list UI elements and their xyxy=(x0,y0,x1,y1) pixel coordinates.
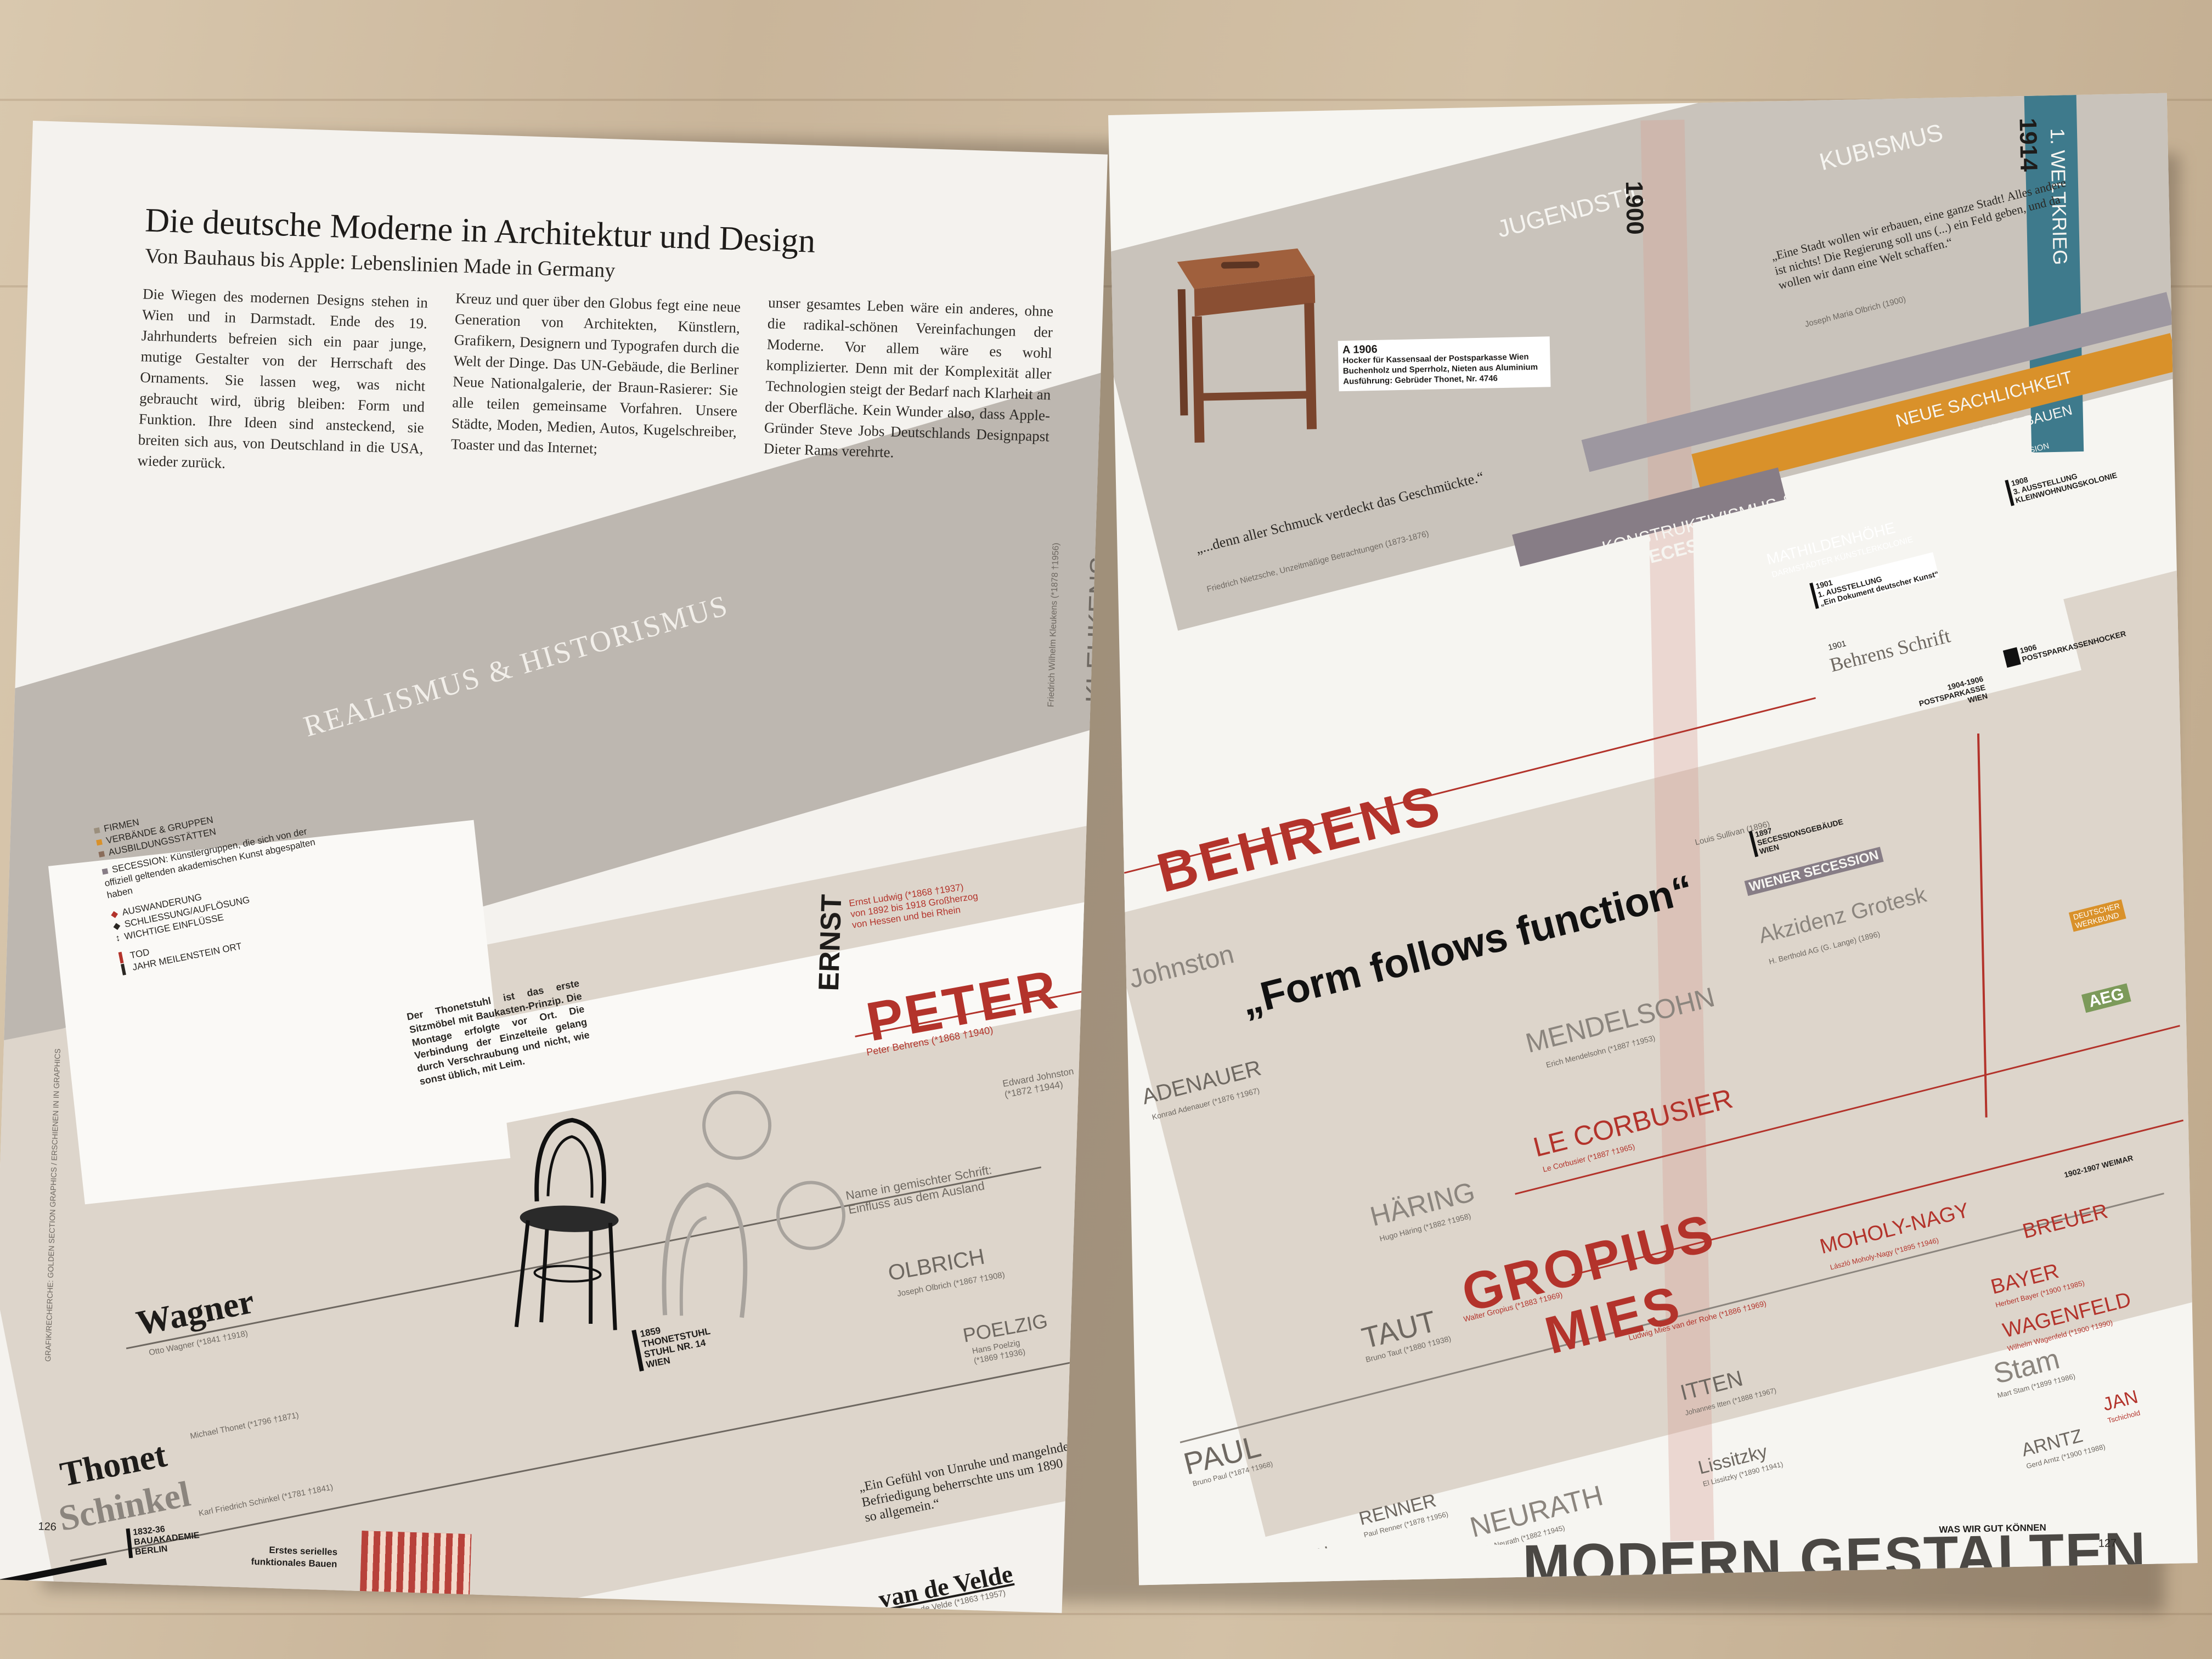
page-number-left: 126 xyxy=(38,1520,57,1533)
page-number-right: 127 xyxy=(2098,1537,2117,1550)
year-1914-label: 1914 xyxy=(2014,117,2042,172)
legend-ort: ORT xyxy=(221,940,243,955)
thonet-chair-illustration xyxy=(514,1118,619,1330)
hocker-caption: A 1906 Hocker für Kassensaal der Postspar… xyxy=(1338,336,1551,392)
neue-secession-label: NEUE SECESSION xyxy=(1977,441,2050,469)
left-page: Die deutsche Moderne in Architektur und … xyxy=(0,121,1108,1613)
right-page: JUGENDSTIL 1900 KUBISMUS 1914 1. WELTKRI… xyxy=(1108,93,2198,1585)
year-1900-label: 1900 xyxy=(1620,180,1649,235)
ausstellung-1908: 1908 3. AUSSTELLUNG KLEINWOHNUNGSKOLONIE xyxy=(2005,453,2118,506)
intro-column-2: Kreuz und quer über den Globus fegt eine… xyxy=(450,290,741,457)
hocker-stool-illustration xyxy=(1177,248,1317,443)
serial-building-note: Erstes serielles funktionales Bauen xyxy=(251,1544,338,1570)
chair-parts-illustration xyxy=(662,1091,846,1318)
intro-column-3: unser gesamtes Leben wäre ein anderes, o… xyxy=(763,294,1054,461)
bauakademie-building-icon xyxy=(359,1531,472,1600)
intro-column-1: Die Wiegen des modernen Designs stehen i… xyxy=(137,285,428,472)
ernst-name: ERNST xyxy=(812,894,848,992)
